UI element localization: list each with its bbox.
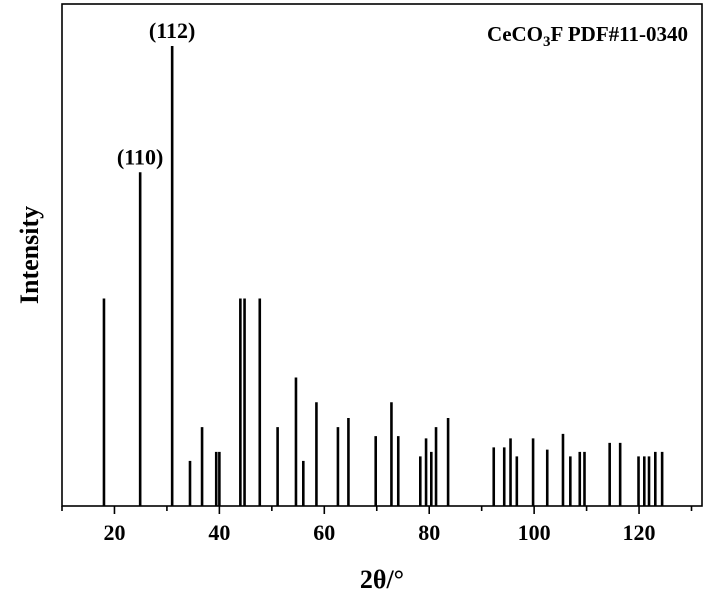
x-tick-label: 100 [518,520,551,545]
peak-lines [102,46,664,506]
x-tick-label: 20 [103,520,125,545]
peak-annotations: (110) (112) [117,18,195,169]
plot-frame [61,3,703,507]
x-tick-label: 40 [208,520,230,545]
peak-label: (112) [149,18,195,43]
x-tick-label: 60 [313,520,335,545]
x-axis-ticks: 20 40 60 80 100 120 [61,506,693,545]
y-axis-title: Intensity [15,206,44,304]
x-tick-label: 120 [623,520,656,545]
legend-tail: F PDF#11-0340 [551,22,688,46]
legend-main: CeCO [487,22,543,46]
x-axis-title: 2θ/° [360,565,404,594]
legend-subscript: 3 [543,34,551,50]
legend-text: CeCO3F PDF#11-0340 [487,22,688,50]
x-tick-label: 80 [418,520,440,545]
peak-label: (110) [117,144,163,169]
